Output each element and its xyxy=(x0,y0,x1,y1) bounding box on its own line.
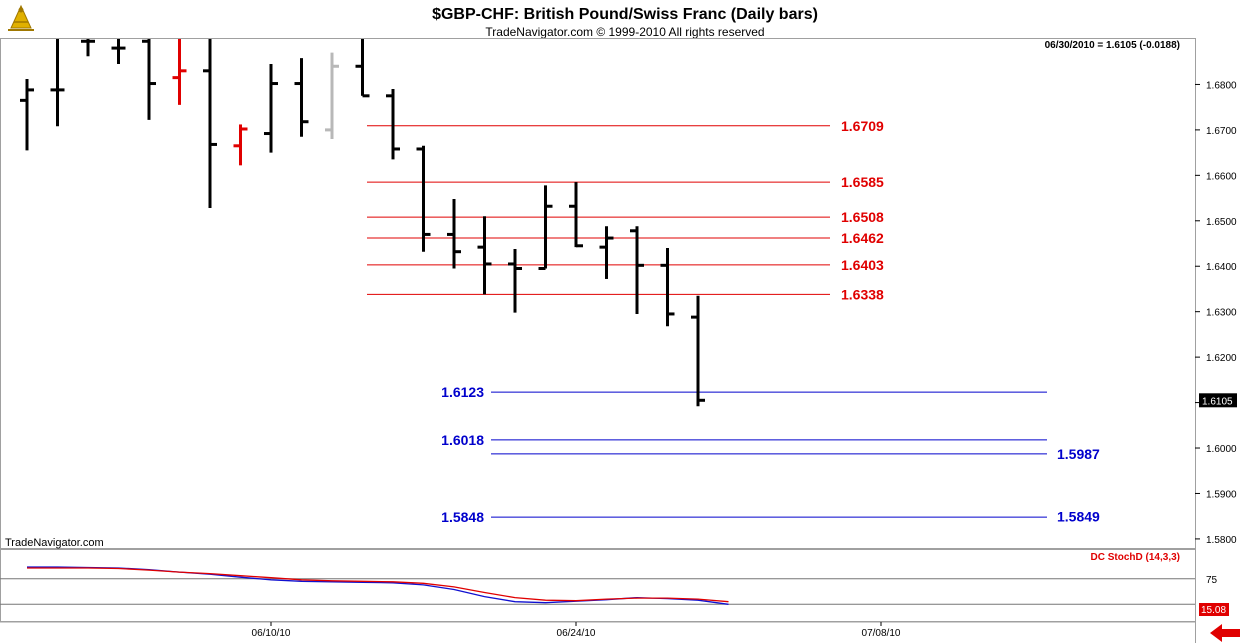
resistance-label: 1.6709 xyxy=(841,118,884,134)
y-tick-label: 1.6000 xyxy=(1206,444,1237,455)
price-bars xyxy=(20,39,705,407)
ohlc-bar xyxy=(355,39,370,98)
y-tick-label: 1.6700 xyxy=(1206,126,1237,137)
stoch-tick-label: 75 xyxy=(1206,575,1218,586)
support-label: 1.5849 xyxy=(1057,509,1100,525)
stoch-title: DC StochD (14,3,3) xyxy=(1091,552,1180,563)
ohlc-bar xyxy=(630,226,644,314)
ohlc-bar xyxy=(142,39,156,120)
ohlc-bar xyxy=(50,39,65,127)
ohlc-bar xyxy=(538,185,553,271)
date-axis: 06/10/10 06/24/10 07/08/10 xyxy=(0,621,1195,639)
ohlc-bar xyxy=(569,182,583,248)
ohlc-bar xyxy=(81,39,95,57)
ohlc-bar xyxy=(599,226,614,279)
resistance-label: 1.6585 xyxy=(841,174,884,190)
y-tick-label: 1.6400 xyxy=(1206,262,1237,273)
chart-copyright: TradeNavigator.com © 1999-2010 All right… xyxy=(485,25,764,39)
ohlc-bar xyxy=(20,78,34,151)
ohlc-bar xyxy=(233,124,248,166)
level-lines: 1.6709 1.6585 1.6508 1.6462 1.6403 1.6338 1.61… xyxy=(367,118,1100,525)
y-tick-label: 1.5800 xyxy=(1206,535,1237,546)
watermark: TradeNavigator.com xyxy=(5,537,104,549)
y-tick-label: 1.6500 xyxy=(1206,217,1237,228)
ohlc-bar xyxy=(508,248,522,313)
resistance-label: 1.6338 xyxy=(841,286,884,302)
ohlc-bar xyxy=(264,63,278,153)
ohlc-bar xyxy=(660,248,675,327)
y-tick-label: 1.6300 xyxy=(1206,308,1237,319)
stoch-value-tag xyxy=(1199,603,1229,616)
ohlc-bar xyxy=(416,145,431,252)
ohlc-bar xyxy=(111,39,126,64)
trade-navigator-logo-icon[interactable] xyxy=(6,4,36,34)
support-label: 1.5848 xyxy=(441,509,484,525)
x-tick-label: 07/08/10 xyxy=(862,628,901,639)
ohlc-bar xyxy=(203,39,217,209)
ohlc-bar xyxy=(386,88,400,160)
support-label: 1.6018 xyxy=(441,432,484,448)
last-price-label: 1.6105 xyxy=(1202,396,1233,407)
last-quote: 06/30/2010 = 1.6105 (-0.0188) xyxy=(1045,40,1180,51)
ohlc-bar xyxy=(325,52,339,139)
ohlc-bar xyxy=(477,216,492,295)
stoch-value-label: 15.08 xyxy=(1201,605,1226,616)
resistance-label: 1.6508 xyxy=(841,209,884,225)
ohlc-bar xyxy=(294,58,309,137)
resistance-label: 1.6403 xyxy=(841,257,884,273)
ohlc-bar xyxy=(172,39,187,105)
stochastic-panel: 75 15.08 xyxy=(0,566,1229,616)
back-arrow-icon[interactable] xyxy=(1210,624,1240,642)
ohlc-bar xyxy=(691,295,705,407)
stoch-line-red xyxy=(27,567,729,603)
chart-title: $GBP-CHF: British Pound/Swiss Franc (Dai… xyxy=(432,6,818,23)
resistance-label: 1.6462 xyxy=(841,230,884,246)
y-tick-label: 1.5900 xyxy=(1206,489,1237,500)
support-label: 1.5987 xyxy=(1057,446,1100,462)
y-tick-label: 1.6200 xyxy=(1206,353,1237,364)
x-tick-label: 06/24/10 xyxy=(557,628,596,639)
ohlc-bar xyxy=(447,198,461,269)
price-axis: 1.6800 1.6700 1.6600 1.6500 1.6400 1.6300 1.62… xyxy=(1195,80,1237,546)
y-tick-label: 1.6600 xyxy=(1206,171,1237,182)
y-tick-label: 1.6800 xyxy=(1206,80,1237,91)
support-label: 1.6123 xyxy=(441,384,484,400)
last-price-tag xyxy=(1199,393,1237,408)
x-tick-label: 06/10/10 xyxy=(252,628,291,639)
